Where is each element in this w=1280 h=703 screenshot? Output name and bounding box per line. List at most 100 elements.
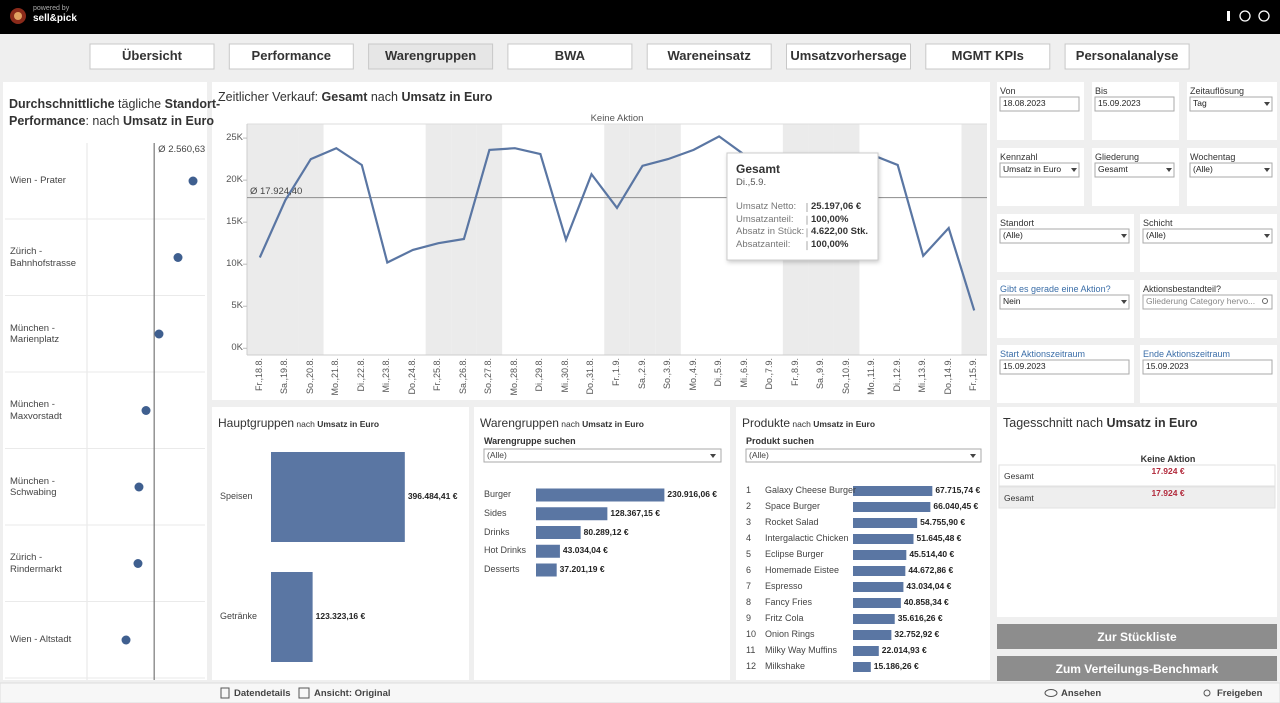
dropdown-arrow[interactable] xyxy=(1071,168,1077,172)
filter-value[interactable]: 15.09.2023 xyxy=(1003,361,1046,371)
dropdown-arrow[interactable] xyxy=(970,454,976,458)
filter-value[interactable]: 15.09.2023 xyxy=(1146,361,1189,371)
tab[interactable] xyxy=(89,43,215,70)
filter-input[interactable] xyxy=(1142,294,1273,310)
tab-label[interactable]: Übersicht xyxy=(122,48,182,63)
tab-label[interactable]: Personalanalyse xyxy=(1075,48,1179,63)
tooltip-label: Absatzanteil: xyxy=(736,239,791,251)
toolbar-share[interactable]: Freigeben xyxy=(1217,688,1263,699)
dropdown-arrow[interactable] xyxy=(1264,168,1270,172)
category-label: München - Maxvorstadt xyxy=(10,399,62,422)
dropdown-value[interactable]: (Alle) xyxy=(749,450,769,460)
filter-value[interactable]: (Alle) xyxy=(1193,164,1213,174)
filter-input[interactable] xyxy=(1094,96,1175,112)
dropdown[interactable] xyxy=(483,448,722,463)
column-header: Keine Aktion xyxy=(590,113,644,124)
dropdown-arrow[interactable] xyxy=(1264,102,1270,106)
filter-input[interactable] xyxy=(1189,96,1273,112)
button[interactable] xyxy=(997,656,1277,681)
tooltip-value: 100,00% xyxy=(811,213,849,225)
details-icon[interactable] xyxy=(220,687,230,699)
dot xyxy=(154,329,164,339)
row-value: 17.924 € xyxy=(1151,488,1185,498)
filter-input[interactable] xyxy=(1142,359,1273,375)
tab[interactable] xyxy=(507,43,633,70)
toolbar-details[interactable]: Datendetails xyxy=(234,688,291,699)
tab-label[interactable]: MGMT KPIs xyxy=(951,48,1024,63)
toolbar-watch[interactable]: Ansehen xyxy=(1061,688,1102,699)
filter-value[interactable]: Nein xyxy=(1003,296,1021,306)
tab[interactable] xyxy=(368,43,494,70)
filter-input[interactable] xyxy=(999,162,1080,178)
tab-label[interactable]: Umsatzvorhersage xyxy=(790,48,907,63)
category-label: Espresso xyxy=(765,581,803,591)
dropdown-arrow[interactable] xyxy=(1121,300,1127,304)
category-label: Fritz Cola xyxy=(765,613,804,623)
filter-input[interactable] xyxy=(1142,228,1273,244)
search-icon[interactable] xyxy=(1262,298,1268,304)
filter-label: Bis xyxy=(1095,86,1108,96)
x-tick-label: Di.,29.8. xyxy=(534,358,545,392)
bar xyxy=(853,518,918,528)
dropdown-arrow[interactable] xyxy=(710,454,716,458)
panel xyxy=(474,407,730,680)
tab[interactable] xyxy=(228,43,354,70)
filter-value[interactable]: (Alle) xyxy=(1146,230,1166,240)
filter-input[interactable] xyxy=(999,294,1130,310)
tab-label[interactable]: BWA xyxy=(554,48,586,63)
tab-label[interactable]: Warengruppen xyxy=(384,48,477,63)
button-label[interactable]: Zur Stückliste xyxy=(1097,630,1177,644)
tooltip-label: Absatz in Stück: xyxy=(736,226,805,238)
x-tick-label: Fr.,15.9. xyxy=(968,358,979,392)
filter-label: Ende Aktionszeitraum xyxy=(1143,349,1231,359)
settings-icon[interactable] xyxy=(1227,11,1230,21)
tooltip-title: Gesamt xyxy=(736,162,781,176)
filter-value[interactable]: (Alle) xyxy=(1003,230,1023,240)
panel-title: Warengruppen nach Umsatz in Euro xyxy=(480,416,644,430)
filter-value[interactable]: Gesamt xyxy=(1098,164,1128,174)
value-label: 80.289,12 € xyxy=(583,526,629,537)
value-label: 32.752,92 € xyxy=(894,629,940,639)
view-icon[interactable] xyxy=(298,687,310,699)
toolbar-view[interactable]: Ansicht: Original xyxy=(314,688,391,699)
tab-label[interactable]: Wareneinsatz xyxy=(667,48,751,63)
button-label[interactable]: Zum Verteilungs-Benchmark xyxy=(1055,662,1219,676)
dropdown-arrow[interactable] xyxy=(1166,168,1172,172)
category-label: Speisen xyxy=(220,491,253,501)
filter-label: Zeitauflösung xyxy=(1190,86,1245,96)
filter-placeholder[interactable]: Gliederung Category hervo... xyxy=(1146,296,1256,306)
tab[interactable] xyxy=(646,43,772,70)
watch-icon[interactable] xyxy=(1044,689,1058,697)
dropdown[interactable] xyxy=(745,448,982,463)
filter-input[interactable] xyxy=(999,96,1080,112)
tab[interactable] xyxy=(786,43,911,70)
title-part: Umsatz in Euro xyxy=(582,419,644,429)
toolbar xyxy=(0,682,1280,703)
filter-value[interactable]: Umsatz in Euro xyxy=(1003,164,1062,174)
filter-value[interactable]: 15.09.2023 xyxy=(1098,98,1141,108)
bar xyxy=(853,582,904,592)
filter-input[interactable] xyxy=(999,228,1130,244)
dropdown-arrow[interactable] xyxy=(1121,234,1127,238)
user-icon[interactable] xyxy=(1258,10,1270,22)
category-label: Zürich - Rindermarkt xyxy=(10,552,62,575)
filter-label: Von xyxy=(1000,86,1016,96)
tooltip-date: Di.,5.9. xyxy=(736,177,767,188)
dropdown-arrow[interactable] xyxy=(1264,234,1270,238)
tooltip-value: 25.197,06 € xyxy=(811,201,862,212)
filter-value[interactable]: 18.08.2023 xyxy=(1003,98,1046,108)
help-icon[interactable] xyxy=(1239,10,1251,22)
filter-input[interactable] xyxy=(1094,162,1175,178)
panel-title: Produkte nach Umsatz in Euro xyxy=(742,416,875,430)
filter-input[interactable] xyxy=(999,359,1130,375)
filter-value[interactable]: Tag xyxy=(1193,98,1207,108)
value-label: 45.514,40 € xyxy=(909,549,955,559)
tab[interactable] xyxy=(925,43,1051,70)
button[interactable] xyxy=(997,624,1277,649)
share-icon[interactable] xyxy=(1203,689,1211,697)
tab-label[interactable]: Performance xyxy=(251,48,332,63)
tab[interactable] xyxy=(1064,43,1190,70)
panel-title: Hauptgruppen nach Umsatz in Euro xyxy=(218,416,379,430)
filter-input[interactable] xyxy=(1189,162,1273,178)
dropdown-value[interactable]: (Alle) xyxy=(487,450,507,460)
